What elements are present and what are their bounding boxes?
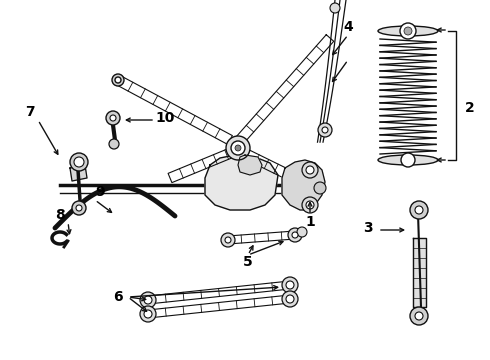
Circle shape (400, 23, 416, 39)
Circle shape (297, 227, 307, 237)
Polygon shape (147, 281, 291, 304)
Circle shape (144, 296, 152, 304)
Polygon shape (116, 76, 232, 144)
Text: 9: 9 (95, 185, 105, 199)
Circle shape (314, 182, 326, 194)
Circle shape (322, 127, 328, 133)
Circle shape (226, 136, 250, 160)
Circle shape (110, 115, 116, 121)
Circle shape (144, 310, 152, 318)
Circle shape (282, 291, 298, 307)
Circle shape (231, 141, 245, 155)
Ellipse shape (378, 155, 438, 165)
Text: 10: 10 (155, 111, 175, 125)
Circle shape (109, 139, 119, 149)
Text: 4: 4 (343, 20, 353, 34)
Circle shape (140, 306, 156, 322)
Circle shape (415, 206, 423, 214)
Polygon shape (413, 238, 426, 307)
Circle shape (72, 201, 86, 215)
Text: 1: 1 (305, 215, 315, 229)
Polygon shape (282, 160, 325, 210)
Circle shape (330, 3, 340, 13)
Circle shape (115, 77, 121, 83)
Circle shape (292, 232, 298, 238)
Polygon shape (168, 145, 240, 183)
Text: 6: 6 (113, 290, 123, 304)
Text: 7: 7 (25, 105, 35, 119)
Polygon shape (70, 165, 87, 181)
Circle shape (282, 277, 298, 293)
Circle shape (70, 153, 88, 171)
Polygon shape (228, 231, 295, 244)
Text: 3: 3 (363, 221, 373, 235)
Ellipse shape (378, 26, 438, 36)
Circle shape (306, 166, 314, 174)
Circle shape (302, 197, 318, 213)
Circle shape (76, 205, 82, 211)
Circle shape (288, 228, 302, 242)
Circle shape (410, 201, 428, 219)
Circle shape (140, 292, 156, 308)
Polygon shape (238, 155, 262, 175)
Circle shape (410, 307, 428, 325)
Circle shape (306, 201, 314, 209)
Circle shape (112, 74, 124, 86)
Circle shape (302, 162, 318, 178)
Polygon shape (236, 35, 334, 143)
Circle shape (235, 145, 241, 151)
Circle shape (404, 27, 412, 35)
Circle shape (415, 312, 423, 320)
Text: 8: 8 (55, 208, 65, 222)
Polygon shape (205, 155, 278, 210)
Text: 5: 5 (243, 255, 253, 269)
Text: 2: 2 (465, 101, 475, 115)
Circle shape (401, 153, 415, 167)
Circle shape (74, 157, 84, 167)
Circle shape (318, 123, 332, 137)
Polygon shape (236, 145, 297, 183)
Polygon shape (147, 295, 291, 318)
Circle shape (221, 233, 235, 247)
Circle shape (286, 295, 294, 303)
Circle shape (286, 281, 294, 289)
Circle shape (225, 237, 231, 243)
Circle shape (106, 111, 120, 125)
